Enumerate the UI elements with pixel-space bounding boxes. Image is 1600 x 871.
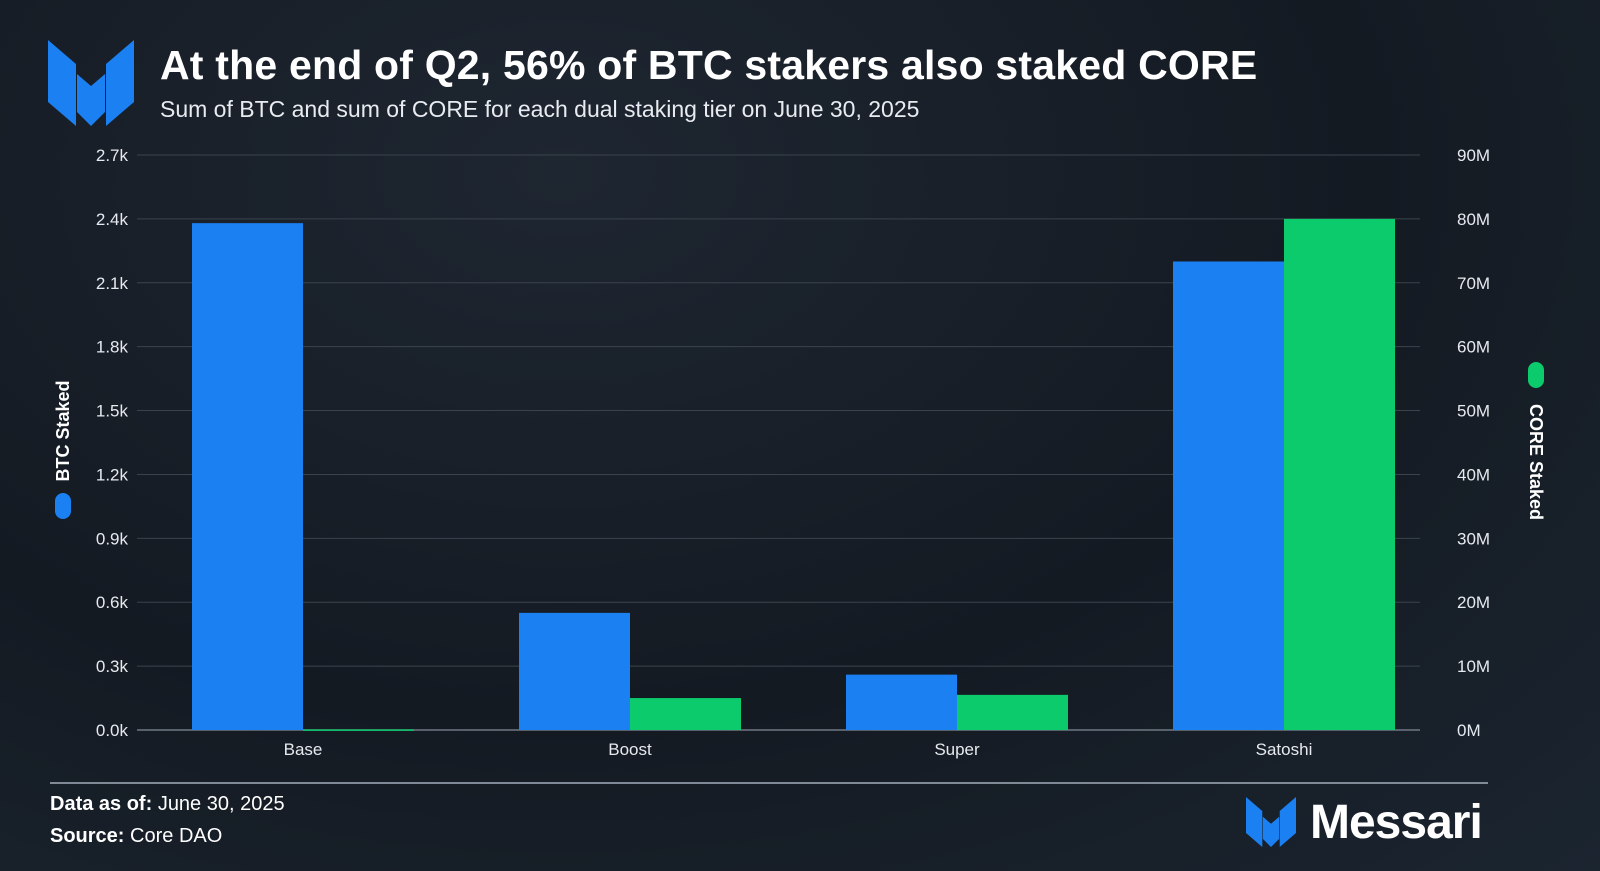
right-tick-label: 80M [1457, 210, 1490, 229]
source-value: Core DAO [130, 825, 223, 847]
dual-staking-bar-chart: 0.0k 0.3k 0.6k 0.9k 1.2k 1.5k 1.8k 2.1k 2.4k 2.7k… [53, 146, 1546, 759]
right-axis-ticks: 0M 10M 20M 30M 40M 50M 60M 70M 80M 90M [1457, 146, 1490, 740]
left-tick-label: 1.5k [96, 402, 129, 421]
right-tick-label: 20M [1457, 593, 1490, 612]
chart-title: At the end of Q2, 56% of BTC stakers als… [160, 42, 1258, 88]
footer-divider [50, 782, 1488, 784]
brand-name: Messari [1310, 795, 1483, 849]
left-tick-label: 0.3k [96, 657, 129, 676]
right-tick-label: 0M [1457, 721, 1481, 740]
right-tick-label: 10M [1457, 657, 1490, 676]
btc-legend-swatch [55, 493, 71, 519]
right-tick-label: 30M [1457, 529, 1490, 548]
messari-brand-icon [1246, 797, 1296, 847]
left-tick-label: 1.8k [96, 338, 129, 357]
left-tick-label: 2.7k [96, 146, 129, 165]
right-tick-label: 50M [1457, 402, 1490, 421]
source-label: Source: [50, 825, 125, 847]
category-label-boost: Boost [608, 740, 652, 759]
left-tick-label: 0.0k [96, 721, 129, 740]
core-bar-super [957, 694, 1068, 730]
category-label-satoshi: Satoshi [1256, 740, 1313, 759]
right-axis-label: CORE Staked [1526, 404, 1546, 520]
right-tick-label: 90M [1457, 146, 1490, 165]
right-tick-label: 40M [1457, 465, 1490, 484]
left-tick-label: 1.2k [96, 465, 129, 484]
core-legend-swatch [1528, 362, 1544, 388]
btc-bar-satoshi [1173, 261, 1284, 730]
chart-subtitle: Sum of BTC and sum of CORE for each dual… [160, 96, 920, 122]
messari-logo-icon [48, 40, 134, 126]
btc-bar-base [192, 223, 303, 731]
right-tick-label: 70M [1457, 274, 1490, 293]
btc-bar-boost [519, 612, 630, 730]
left-axis-label: BTC Staked [53, 380, 73, 481]
category-label-super: Super [934, 740, 980, 759]
left-tick-label: 2.1k [96, 274, 129, 293]
right-axis-title: CORE Staked [1526, 362, 1546, 520]
left-axis-title: BTC Staked [53, 380, 73, 519]
left-tick-label: 2.4k [96, 210, 129, 229]
bars [192, 218, 1395, 731]
messari-brand: Messari [1246, 795, 1483, 849]
core-bar-satoshi [1284, 218, 1395, 730]
left-axis-ticks: 0.0k 0.3k 0.6k 0.9k 1.2k 1.5k 1.8k 2.1k 2.4k 2.7k [96, 146, 129, 740]
left-tick-label: 0.6k [96, 593, 129, 612]
core-bar-boost [630, 698, 741, 730]
source: Source: Core DAO [50, 825, 222, 848]
left-tick-label: 0.9k [96, 529, 129, 548]
btc-bar-super [846, 674, 957, 730]
category-labels: Base Boost Super Satoshi [284, 740, 1313, 759]
category-label-base: Base [284, 740, 323, 759]
data-as-of: Data as of: June 30, 2025 [50, 793, 285, 816]
core-bar-base [303, 729, 414, 731]
right-tick-label: 60M [1457, 338, 1490, 357]
data-as-of-value: June 30, 2025 [157, 793, 285, 815]
data-as-of-label: Data as of: [50, 793, 153, 815]
